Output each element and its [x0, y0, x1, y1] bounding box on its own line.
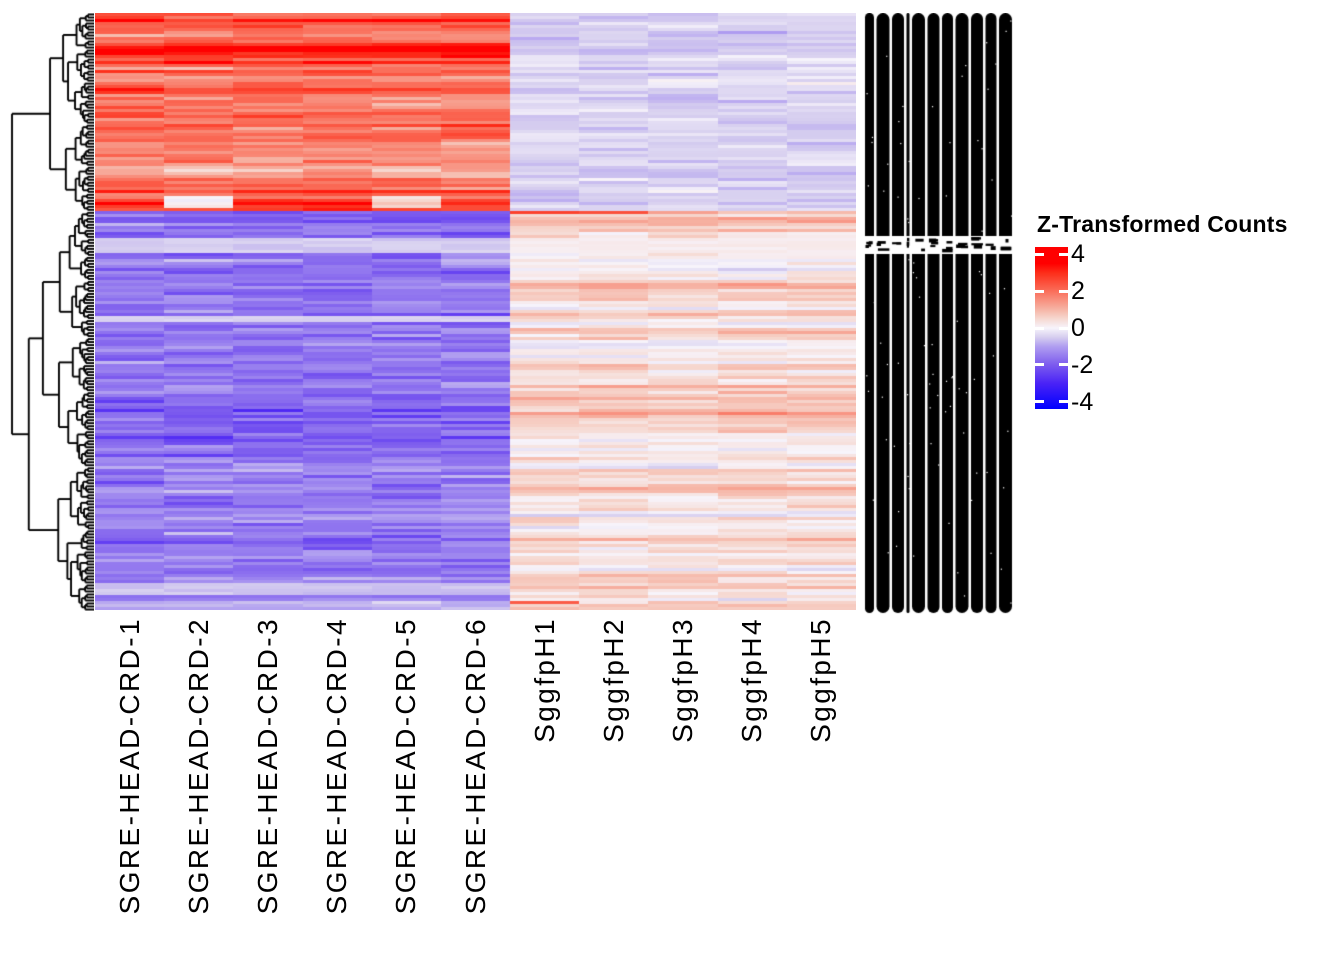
- column-label-text: SGRE-HEAD-CRD-1: [113, 617, 145, 915]
- column-label-text: SggfpH1: [528, 617, 560, 743]
- legend-tick-mark: [1035, 400, 1044, 404]
- row-labels-strip-canvas: [863, 13, 1015, 614]
- column-label-text: SGRE-HEAD-CRD-3: [251, 617, 283, 915]
- legend-tick-label: -4: [1071, 387, 1094, 416]
- row-dendrogram-canvas: [8, 13, 94, 611]
- column-label-text: SggfpH4: [736, 617, 768, 743]
- legend-tick-mark: [1035, 289, 1044, 293]
- legend-title: Z-Transformed Counts: [1037, 211, 1288, 237]
- legend-tick-mark: [1059, 289, 1068, 293]
- column-label-text: SGRE-HEAD-CRD-2: [182, 617, 214, 915]
- legend-tick-label: 2: [1071, 277, 1085, 306]
- heatmap-canvas: [95, 13, 856, 610]
- column-label-text: SggfpH3: [667, 617, 699, 743]
- legend-tick-mark: [1035, 363, 1044, 367]
- legend-tick-mark: [1059, 252, 1068, 256]
- legend-tick-mark: [1059, 326, 1068, 330]
- legend-tick-label: 4: [1071, 240, 1085, 269]
- column-label-text: SggfpH5: [805, 617, 837, 743]
- column-label-text: SGRE-HEAD-CRD-4: [321, 617, 353, 915]
- column-label-text: SGRE-HEAD-CRD-6: [459, 617, 491, 915]
- column-label-text: SggfpH2: [597, 617, 629, 743]
- legend-tick-mark: [1059, 400, 1068, 404]
- legend-tick-label: -2: [1071, 350, 1094, 379]
- column-label-text: SGRE-HEAD-CRD-5: [390, 617, 422, 915]
- legend-tick-label: 0: [1071, 314, 1085, 342]
- legend-tick-mark: [1059, 363, 1068, 367]
- legend-tick-mark: [1035, 252, 1044, 256]
- legend-tick-mark: [1035, 326, 1044, 330]
